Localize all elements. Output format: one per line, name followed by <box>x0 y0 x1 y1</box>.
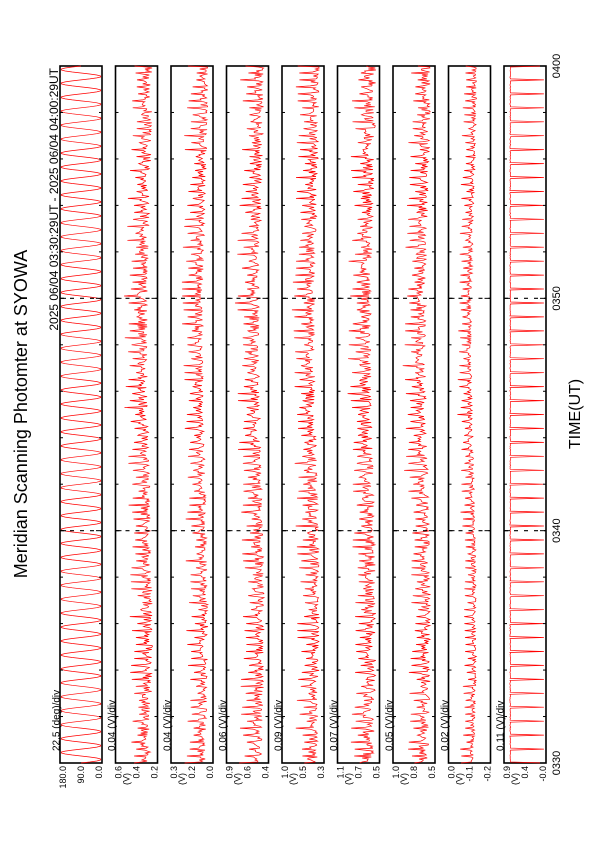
y-tick-label: 180.0 <box>58 766 68 789</box>
panel-7: 0.05 (V)/div 1.0 0.8 0.5 (V) <box>385 65 437 785</box>
trace-line <box>234 65 266 764</box>
x-tick-label: 0340 <box>551 518 563 542</box>
trace-line <box>60 65 102 764</box>
panel-2: 0.04 (V)/div 0.6 0.4 0.2 (V) <box>107 65 160 785</box>
y-tick-label: -0.2 <box>483 766 493 782</box>
y-tick-label: 0.0 <box>205 766 215 779</box>
y-tick-label: 0.6 <box>114 766 124 779</box>
y-tick-label: 0.0 <box>94 766 104 779</box>
y-axis-unit: (V) <box>455 773 465 785</box>
chart-title: Meridian Scanning Photomter at SYOWA <box>11 250 31 578</box>
panel-8: 0.02 (V)/div 0.0 -0.1 -0.2 (V) <box>440 65 493 785</box>
panel-scale-label: 22.5 (deg)/div <box>52 690 63 751</box>
panel-9: 0.11 (V)/div 0.9 0.4 -0.0 (V) <box>496 65 548 785</box>
y-tick-label: 0.5 <box>372 766 382 779</box>
y-tick-label: 0.4 <box>261 766 271 779</box>
y-tick-label: 0.9 <box>225 766 235 779</box>
x-axis: 0330 0340 0350 0400 <box>551 54 563 775</box>
y-tick-label: 0.9 <box>502 766 512 779</box>
y-tick-label: 0.3 <box>316 766 326 779</box>
time-range: 2025 06/04 03:30:29UT - 2025 06/04 04:00… <box>47 67 61 330</box>
y-tick-label: 0.5 <box>427 766 437 779</box>
y-tick-label: 1.1 <box>336 766 346 779</box>
panel-frame <box>447 65 492 764</box>
panel-scale-label: 0.02 (V)/div <box>440 700 451 751</box>
y-axis-unit: (V) <box>288 773 298 785</box>
trace-line <box>291 65 320 764</box>
x-tick-label: 0350 <box>551 286 563 310</box>
y-tick-label: 0.2 <box>187 766 197 779</box>
y-axis-unit: (V) <box>233 773 243 785</box>
panel-3: 0.04 (V)/div 0.3 0.2 0.0 (V) <box>163 65 215 785</box>
panel-5: 0.09 (V)/div 1.0 0.5 0.3 (V) <box>274 65 326 785</box>
trace-line <box>402 65 432 764</box>
panel-scale-label: 0.07 (V)/div <box>329 700 340 751</box>
trace-line <box>181 65 210 764</box>
x-axis-label: TIME(UT) <box>567 379 584 449</box>
y-tick-label: 0.4 <box>132 766 142 779</box>
panel-scale-label: 0.04 (V)/div <box>107 700 118 751</box>
y-axis-unit: (V) <box>177 773 187 785</box>
y-tick-label: 0.5 <box>298 766 308 779</box>
x-tick-label: 0330 <box>551 751 563 775</box>
y-tick-label: 0.7 <box>354 766 364 779</box>
panel-frame <box>392 65 436 764</box>
trace-line <box>457 65 478 764</box>
trace-line <box>509 65 544 764</box>
y-axis-unit: (V) <box>399 773 409 785</box>
panel-scale-label: 0.09 (V)/div <box>274 700 285 751</box>
panel-scale-label: 0.11 (V)/div <box>496 701 507 751</box>
panel-1: 22.5 (deg)/div 180.0 90.0 0.0 <box>52 65 104 789</box>
trace-line <box>124 65 153 764</box>
panel-scale-label: 0.05 (V)/div <box>385 700 396 751</box>
y-tick-label: 0.2 <box>150 766 160 779</box>
y-tick-label: 0.8 <box>409 766 419 779</box>
y-tick-label: 1.0 <box>391 766 401 779</box>
panel-frame <box>336 65 381 764</box>
trace-line <box>347 65 377 764</box>
y-tick-label: -0.1 <box>465 766 475 782</box>
panel-6: 0.07 (V)/div 1.1 0.7 0.5 (V) <box>329 65 382 785</box>
y-tick-label: 1.0 <box>280 766 290 779</box>
panel-scale-label: 0.04 (V)/div <box>163 700 174 751</box>
y-tick-label: 0.0 <box>447 766 457 779</box>
y-axis-unit: (V) <box>344 773 354 785</box>
y-tick-label: 90.0 <box>76 766 86 784</box>
panel-scale-label: 0.06 (V)/div <box>218 700 229 751</box>
y-tick-label: 0.3 <box>169 766 179 779</box>
y-tick-label: -0.0 <box>538 766 548 782</box>
y-tick-label: 0.6 <box>243 766 253 779</box>
panel-frame <box>503 65 547 764</box>
y-tick-label: 0.4 <box>520 766 530 779</box>
y-axis-unit: (V) <box>510 773 520 785</box>
x-tick-label: 0400 <box>551 54 563 78</box>
panel-4: 0.06 (V)/div 0.9 0.6 0.4 (V) <box>218 65 271 785</box>
y-axis-unit: (V) <box>122 773 132 785</box>
